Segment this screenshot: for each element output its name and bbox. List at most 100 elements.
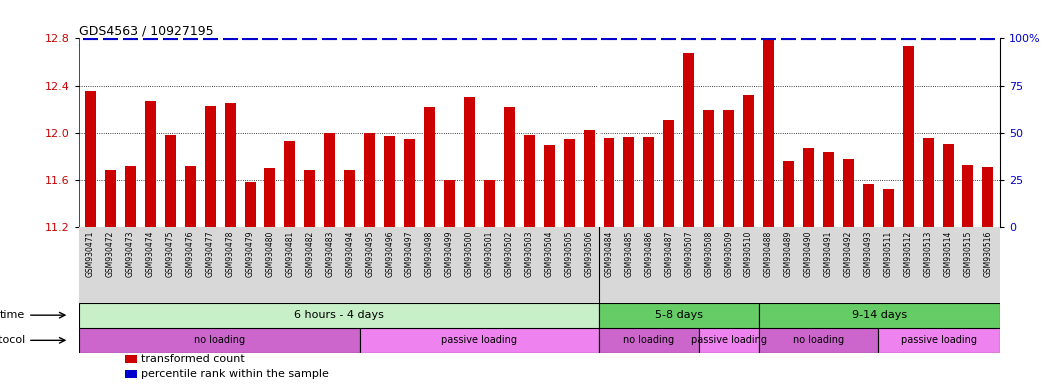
Bar <box>204 106 216 227</box>
Text: 6 hours - 4 days: 6 hours - 4 days <box>294 310 383 320</box>
Bar <box>743 95 754 227</box>
Bar <box>404 139 415 227</box>
Bar <box>79 328 360 353</box>
Text: GSM930491: GSM930491 <box>824 231 832 277</box>
Text: GSM930500: GSM930500 <box>465 231 474 277</box>
Bar <box>583 131 595 227</box>
Bar <box>698 328 759 353</box>
Bar <box>843 159 853 227</box>
Bar <box>803 148 814 227</box>
Bar <box>105 170 116 227</box>
Text: GSM930489: GSM930489 <box>784 231 793 277</box>
Bar <box>962 165 974 227</box>
Text: GSM930507: GSM930507 <box>685 231 693 277</box>
Text: GSM930492: GSM930492 <box>844 231 853 277</box>
Text: GSM930515: GSM930515 <box>963 231 973 277</box>
Bar <box>763 38 774 227</box>
Text: GSM930493: GSM930493 <box>864 231 873 277</box>
Bar <box>464 98 475 227</box>
Text: GSM930477: GSM930477 <box>205 231 215 277</box>
Bar <box>759 328 878 353</box>
Bar <box>878 328 1000 353</box>
Text: time: time <box>0 310 25 320</box>
Bar <box>623 137 634 227</box>
Bar <box>903 46 914 227</box>
Text: passive loading: passive loading <box>691 335 766 345</box>
Text: no loading: no loading <box>194 335 245 345</box>
Bar <box>79 303 599 328</box>
Bar <box>563 139 575 227</box>
Bar <box>265 168 275 227</box>
Bar <box>364 133 375 227</box>
Text: GSM930508: GSM930508 <box>705 231 713 277</box>
Text: GSM930511: GSM930511 <box>884 231 893 277</box>
Text: GSM930496: GSM930496 <box>385 231 394 277</box>
Text: GSM930497: GSM930497 <box>405 231 414 277</box>
Text: GSM930494: GSM930494 <box>346 231 354 277</box>
Text: no loading: no loading <box>793 335 844 345</box>
Text: passive loading: passive loading <box>442 335 517 345</box>
Bar <box>125 166 136 227</box>
Bar <box>723 110 734 227</box>
Text: GSM930503: GSM930503 <box>525 231 534 277</box>
Bar <box>863 184 874 227</box>
Bar <box>325 133 335 227</box>
Bar <box>524 135 535 227</box>
Text: GSM930488: GSM930488 <box>764 231 773 277</box>
Text: GSM930485: GSM930485 <box>624 231 633 277</box>
Text: GDS4563 / 10927195: GDS4563 / 10927195 <box>79 24 214 37</box>
Bar <box>922 138 934 227</box>
Text: GSM930506: GSM930506 <box>584 231 594 277</box>
Text: GSM930516: GSM930516 <box>983 231 993 277</box>
Text: GSM930514: GSM930514 <box>943 231 953 277</box>
Bar <box>125 355 136 363</box>
Bar <box>360 328 599 353</box>
Bar <box>285 141 295 227</box>
Bar <box>883 189 894 227</box>
Text: passive loading: passive loading <box>901 335 977 345</box>
Text: GSM930473: GSM930473 <box>126 231 135 277</box>
Text: GSM930476: GSM930476 <box>185 231 195 277</box>
Bar <box>344 170 355 227</box>
Bar <box>245 182 255 227</box>
Bar <box>184 166 196 227</box>
Bar <box>603 138 615 227</box>
Bar <box>504 107 515 227</box>
Text: protocol: protocol <box>0 335 25 345</box>
Text: GSM930504: GSM930504 <box>544 231 554 277</box>
Bar <box>444 180 455 227</box>
Text: GSM930471: GSM930471 <box>86 231 95 277</box>
Text: GSM930484: GSM930484 <box>604 231 614 277</box>
Bar <box>823 152 833 227</box>
Text: GSM930486: GSM930486 <box>644 231 653 277</box>
Bar <box>225 103 236 227</box>
Text: GSM930505: GSM930505 <box>564 231 574 277</box>
Text: transformed count: transformed count <box>141 354 245 364</box>
Bar <box>125 370 136 378</box>
Text: GSM930482: GSM930482 <box>306 231 314 277</box>
Text: GSM930487: GSM930487 <box>665 231 673 277</box>
Bar <box>759 303 1000 328</box>
Text: GSM930498: GSM930498 <box>425 231 435 277</box>
Text: GSM930478: GSM930478 <box>225 231 235 277</box>
Bar <box>982 167 994 227</box>
Bar <box>543 144 555 227</box>
Text: GSM930499: GSM930499 <box>445 231 454 277</box>
Bar <box>164 135 176 227</box>
Text: GSM930509: GSM930509 <box>725 231 733 277</box>
Text: GSM930490: GSM930490 <box>804 231 812 277</box>
Bar <box>599 328 698 353</box>
Text: GSM930479: GSM930479 <box>246 231 254 277</box>
Bar <box>599 303 759 328</box>
Text: no loading: no loading <box>623 335 674 345</box>
Text: 9-14 days: 9-14 days <box>851 310 907 320</box>
Text: GSM930483: GSM930483 <box>326 231 334 277</box>
Bar <box>644 137 654 227</box>
Text: GSM930474: GSM930474 <box>146 231 155 277</box>
Text: GSM930495: GSM930495 <box>365 231 374 277</box>
Bar <box>144 101 156 227</box>
Bar <box>942 144 954 227</box>
Bar <box>484 180 495 227</box>
Text: GSM930480: GSM930480 <box>266 231 274 277</box>
Text: GSM930510: GSM930510 <box>744 231 753 277</box>
